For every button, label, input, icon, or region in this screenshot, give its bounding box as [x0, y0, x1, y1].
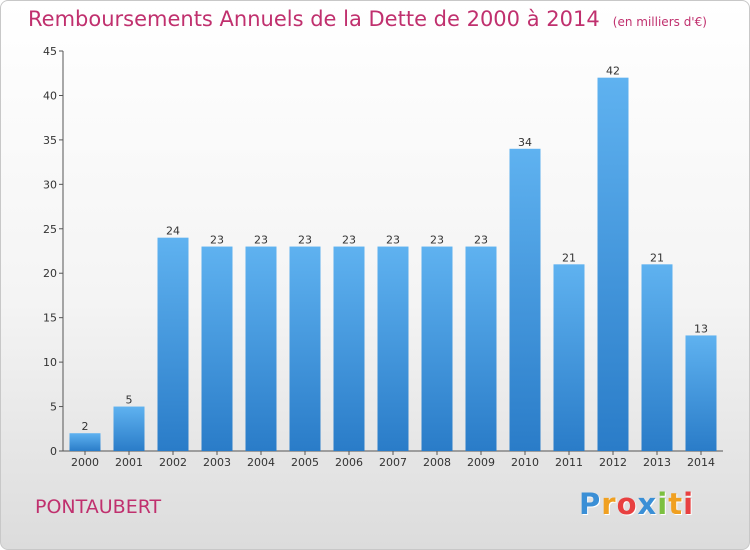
logo-letter: o [616, 487, 638, 521]
bar [509, 148, 541, 451]
x-tick-label: 2000 [71, 456, 99, 469]
chart-title: Remboursements Annuels de la Dette de 20… [28, 7, 707, 31]
y-tick-label: 5 [50, 401, 57, 414]
x-tick-label: 2011 [555, 456, 583, 469]
x-tick-label: 2007 [379, 456, 407, 469]
bar [201, 246, 233, 451]
x-tick-label: 2009 [467, 456, 495, 469]
bar [685, 335, 717, 451]
data-label: 34 [518, 136, 532, 149]
logo-letter: r [601, 487, 617, 521]
y-tick-label: 35 [43, 134, 57, 147]
data-label: 13 [694, 322, 708, 335]
bar [157, 237, 189, 451]
data-label: 24 [166, 225, 180, 238]
commune-name: PONTAUBERT [35, 496, 162, 518]
data-label: 21 [562, 251, 576, 264]
data-label: 23 [342, 234, 356, 247]
data-label: 23 [298, 234, 312, 247]
y-tick-label: 0 [50, 445, 57, 458]
logo-letter: t [668, 487, 684, 521]
data-label: 23 [474, 234, 488, 247]
bar [289, 246, 321, 451]
title-main: Remboursements Annuels de la Dette de 20… [28, 7, 600, 31]
bar [245, 246, 277, 451]
data-label: 23 [254, 234, 268, 247]
x-tick-label: 2008 [423, 456, 451, 469]
title-unit: (en milliers d'€) [612, 15, 707, 29]
logo-letter: x [637, 487, 658, 521]
proxiti-logo: Proxiti [579, 487, 694, 521]
bar [377, 246, 409, 451]
y-tick-label: 30 [43, 178, 57, 191]
bar [113, 406, 145, 451]
x-tick-label: 2012 [599, 456, 627, 469]
x-tick-label: 2010 [511, 456, 539, 469]
x-tick-label: 2014 [687, 456, 715, 469]
data-label: 21 [650, 251, 664, 264]
x-tick-label: 2005 [291, 456, 319, 469]
bar [465, 246, 497, 451]
bar [333, 246, 365, 451]
x-tick-label: 2001 [115, 456, 143, 469]
y-tick-label: 45 [43, 45, 57, 58]
bars [69, 77, 717, 452]
y-tick-label: 15 [43, 312, 57, 325]
bar [421, 246, 453, 451]
logo-letter: i [657, 487, 669, 521]
y-tick-label: 25 [43, 223, 57, 236]
data-label: 2 [82, 420, 89, 433]
bar [553, 264, 585, 451]
x-tick-label: 2006 [335, 456, 363, 469]
x-tick-label: 2004 [247, 456, 275, 469]
data-label: 5 [126, 394, 133, 407]
logo-letter: i [683, 487, 695, 521]
data-label: 23 [210, 234, 224, 247]
data-label: 23 [386, 234, 400, 247]
y-tick-label: 40 [43, 89, 57, 102]
bar [69, 433, 101, 451]
x-tick-label: 2002 [159, 456, 187, 469]
bar [641, 264, 673, 451]
bar [597, 77, 629, 452]
x-tick-label: 2003 [203, 456, 231, 469]
logo-letter: P [579, 487, 602, 521]
data-label: 42 [606, 65, 620, 78]
x-tick-label: 2013 [643, 456, 671, 469]
data-label: 23 [430, 234, 444, 247]
labels: 2000 2 2001 5 2002 24 2003 23 2004 23 2005 23 2006 23… [71, 65, 715, 469]
y-tick-label: 20 [43, 267, 57, 280]
y-tick-label: 10 [43, 356, 57, 369]
